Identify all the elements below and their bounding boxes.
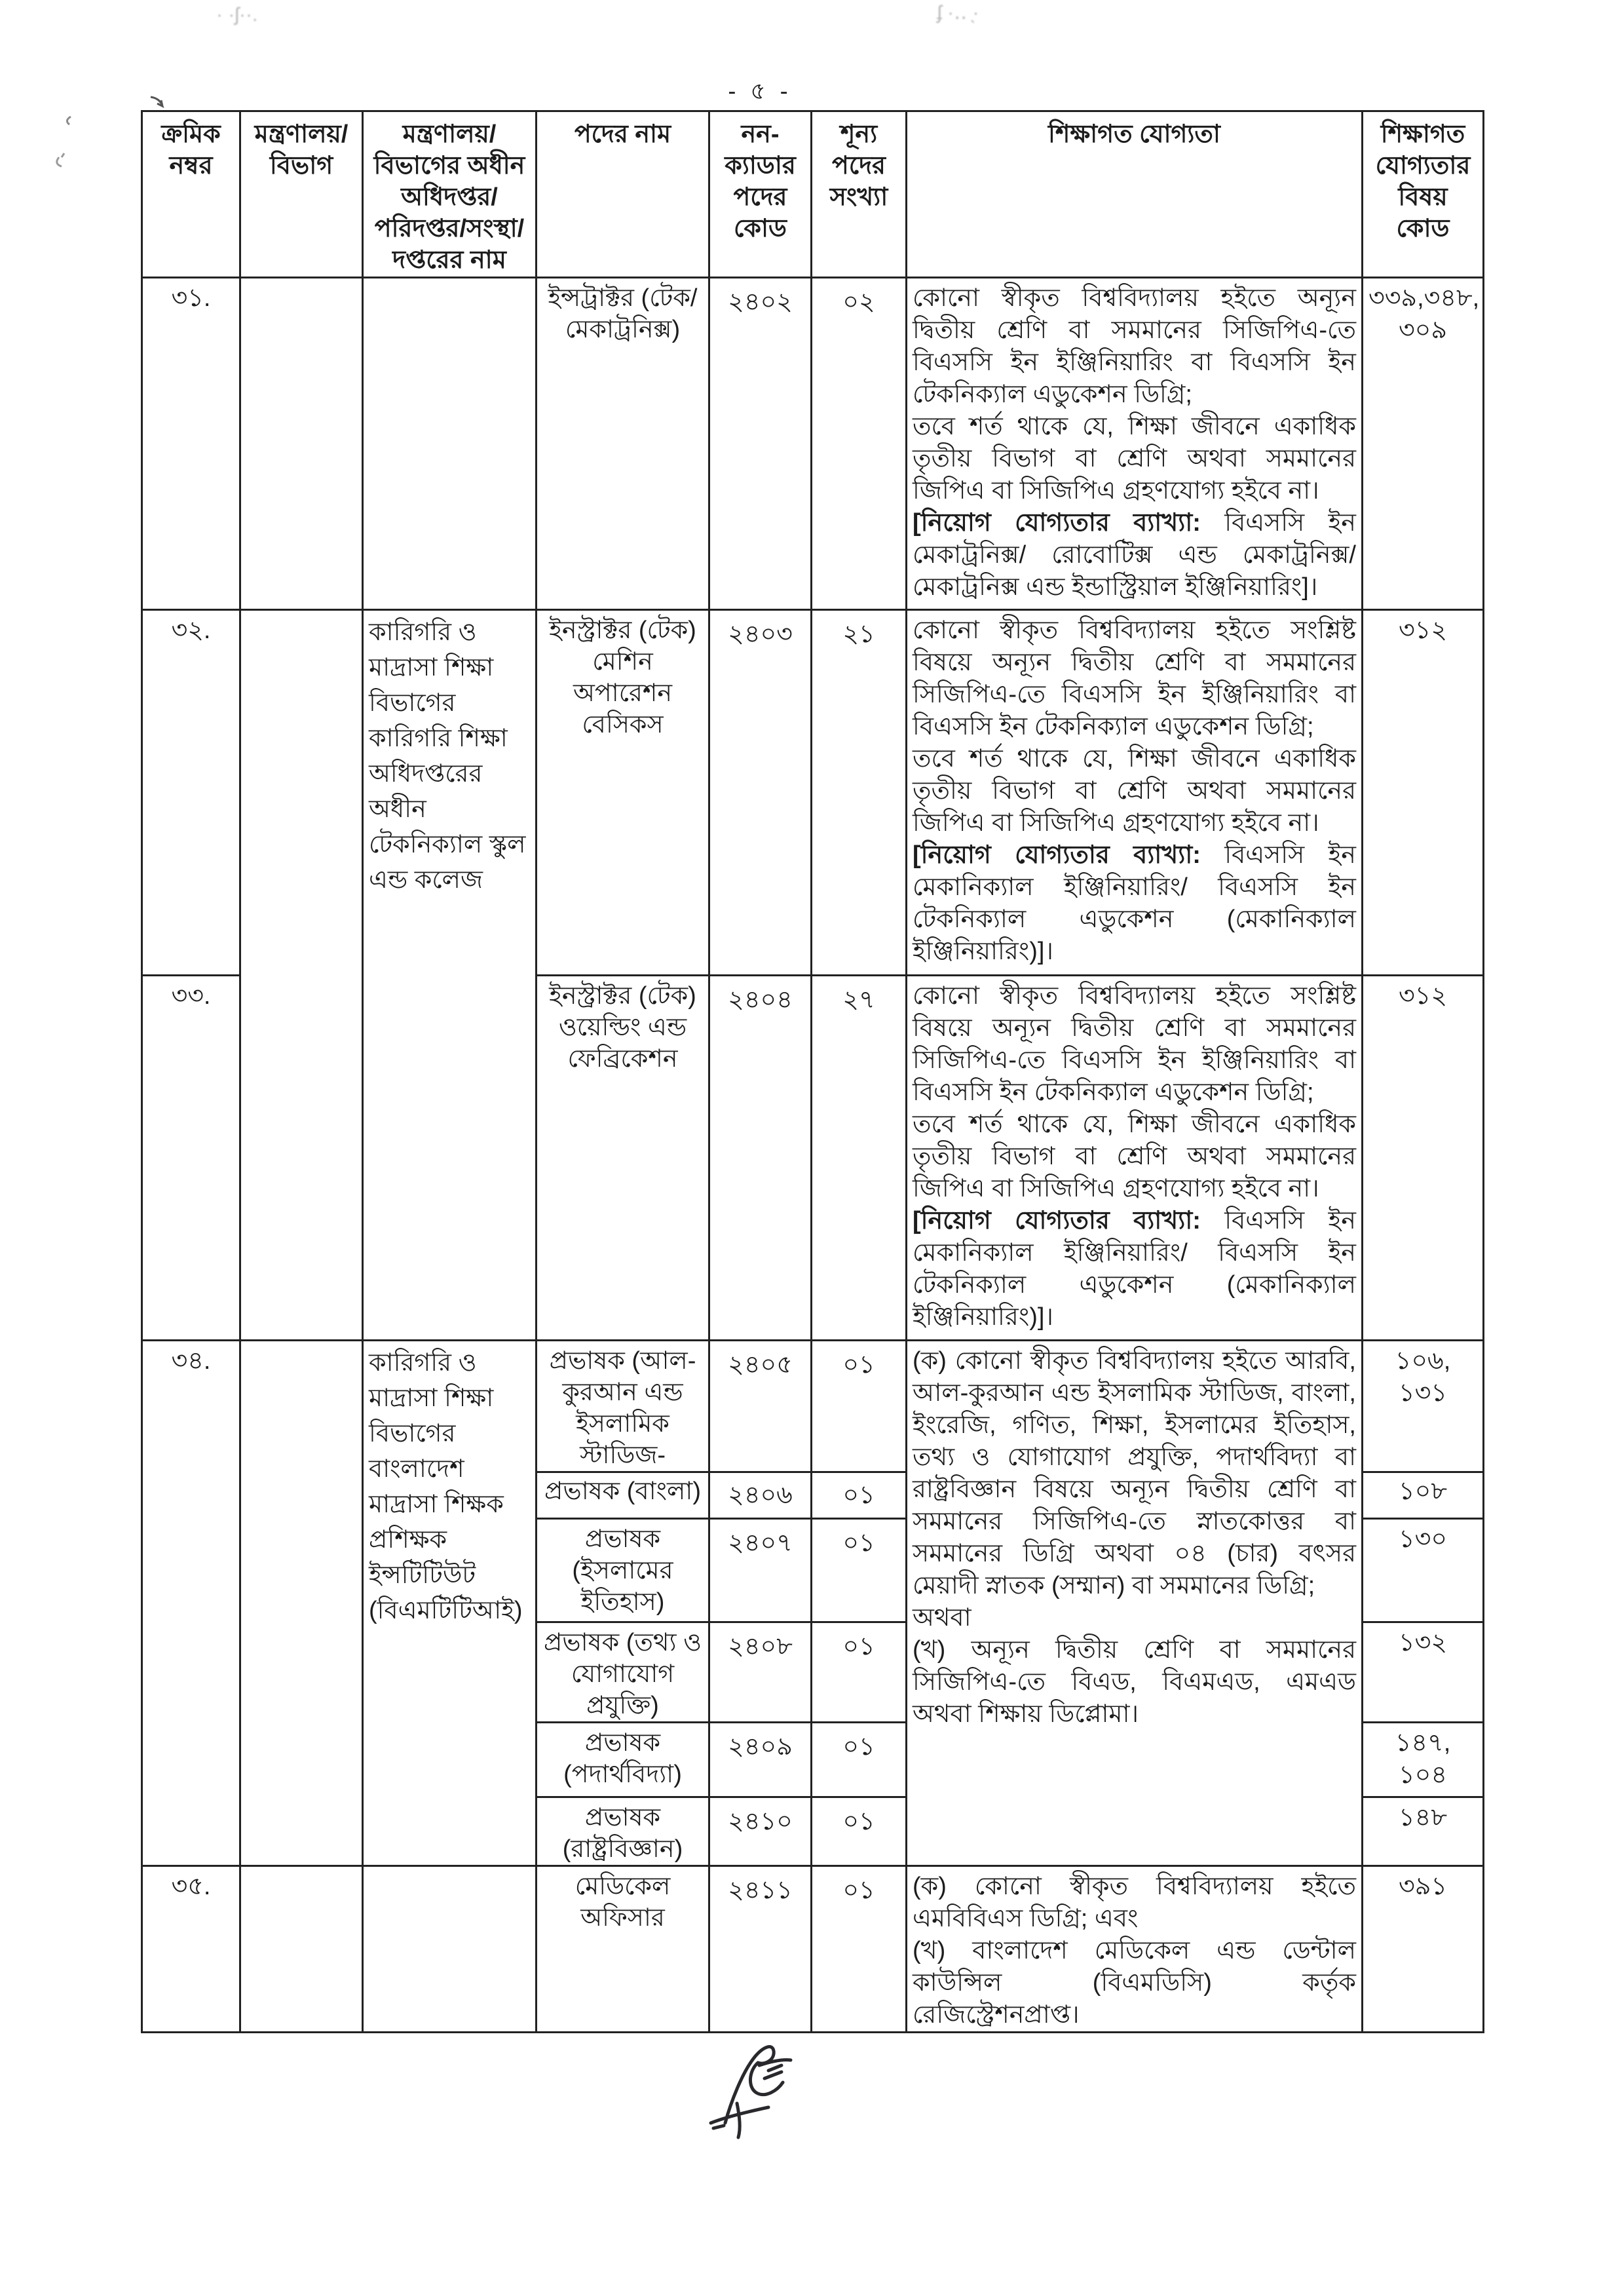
row31-qual-main: কোনো স্বীকৃত বিশ্ববিদ্যালয় হইতে অন্যূন … <box>913 284 1356 505</box>
row31-department-cell <box>362 277 537 611</box>
header-subject-code: শিক্ষাগত যোগ্যতার বিষয় কোড <box>1361 110 1484 278</box>
row34-subrow0-code: ২৪০৫ <box>708 1339 812 1473</box>
row31-subject-code: ৩৩৯,৩৪৮, ৩০৯ <box>1361 277 1484 611</box>
row34-subrow0-subject-code: ১০৬, ১৩১ <box>1361 1339 1484 1473</box>
row33-vacant: ২৭ <box>810 974 907 1341</box>
row34-serial: ৩৪. <box>141 1339 241 1867</box>
row34-subrow1-vacant: ০১ <box>810 1471 907 1520</box>
row31-serial: ৩১. <box>141 277 241 611</box>
row33-qualification: কোনো স্বীকৃত বিশ্ববিদ্যালয় হইতে সংশ্লিষ… <box>905 974 1363 1341</box>
row33-qual-note-rest: বিএসসি ইন মেকানিক্যাল ইঞ্জিনিয়ারিং/ বিএ… <box>913 1207 1356 1331</box>
row31-post: ইন্সট্রাক্টর (টেক/ মেকাট্রনিক্স) <box>535 277 710 611</box>
header-code: নন- ক্যাডার পদের কোড <box>708 110 812 278</box>
row32-code: ২৪০৩ <box>708 609 812 976</box>
header-vacant: শূন্য পদের সংখ্যা <box>810 110 907 278</box>
row34-subrow0-vacant: ০১ <box>810 1339 907 1473</box>
recruitment-table: ক্রমিক নম্বর মন্ত্রণালয়/ বিভাগ মন্ত্রণা… <box>141 110 1484 2033</box>
row35-serial: ৩৫. <box>141 1865 241 2033</box>
row34-subrow3-post: প্রভাষক (তথ্য ও যোগাযোগ প্রযুক্তি) <box>535 1621 710 1723</box>
table-row: প্রভাষক (তথ্য ও যোগাযোগ প্রযুক্তি) ২৪০৮ … <box>142 1621 1484 1723</box>
row33-post: ইনস্ট্রাক্টর (টেক) ওয়েল্ডিং এন্ড ফেব্রি… <box>535 974 710 1341</box>
row31-qual-note-label: [নিয়োগ যোগ্যতার ব্যাখ্যা: <box>913 509 1201 537</box>
row34-subrow2-vacant: ০১ <box>810 1518 907 1623</box>
row34-subrow2-post: প্রভাষক (ইসলামের ইতিহাস) <box>535 1518 710 1623</box>
row33-subject-code: ৩১২ <box>1361 974 1484 1341</box>
table-row: প্রভাষক (বাংলা) ২৪০৬ ০১ ১০৮ <box>142 1471 1484 1520</box>
header-post: পদের নাম <box>535 110 710 278</box>
row32-qualification: কোনো স্বীকৃত বিশ্ববিদ্যালয় হইতে সংশ্লিষ… <box>905 609 1363 976</box>
row34-subrow3-vacant: ০১ <box>810 1621 907 1723</box>
row34-subrow3-subject-code: ১৩২ <box>1361 1621 1484 1723</box>
row33-serial: ৩৩. <box>141 974 241 1341</box>
table-header-row: ক্রমিক নম্বর মন্ত্রণালয়/ বিভাগ মন্ত্রণা… <box>141 110 1484 278</box>
row34-subrow5-post: প্রভাষক (রাষ্ট্রবিজ্ঞান) <box>535 1796 710 1867</box>
row34-subrow4-code: ২৪০৯ <box>708 1721 812 1798</box>
row35-subject-code: ৩৯১ <box>1361 1865 1484 2033</box>
table-row: প্রভাষক (রাষ্ট্রবিজ্ঞান) ২৪১০ ০১ ১৪৮ <box>142 1796 1484 1867</box>
row34-subrow4-post: প্রভাষক (পদার্থবিদ্যা) <box>535 1721 710 1798</box>
row31-vacant: ০২ <box>810 277 907 611</box>
scan-smudge-right: ʄ ·‥ ̖· <box>937 2 979 24</box>
row34-subrow2-subject-code: ১৩০ <box>1361 1518 1484 1623</box>
row35-qualification: (ক) কোনো স্বীকৃত বিশ্ববিদ্যালয় হইতে এমব… <box>905 1865 1363 2033</box>
row31-qualification: কোনো স্বীকৃত বিশ্ববিদ্যালয় হইতে অন্যূন … <box>905 277 1363 611</box>
row32-serial: ৩২. <box>141 609 241 976</box>
row35-code: ২৪১১ <box>708 1865 812 2033</box>
row34-subrow5-code: ২৪১০ <box>708 1796 812 1867</box>
header-serial: ক্রমিক নম্বর <box>141 110 241 278</box>
row32-qual-note-rest: বিএসসি ইন মেকানিক্যাল ইঞ্জিনিয়ারিং/ বিএ… <box>913 841 1356 965</box>
row34-subrow1-subject-code: ১০৮ <box>1361 1471 1484 1520</box>
row33-qual-main: কোনো স্বীকৃত বিশ্ববিদ্যালয় হইতে সংশ্লিষ… <box>913 982 1356 1202</box>
row31-qual-note-rest: বিএসসি ইন মেকাট্রনিক্স/ রোবোটিক্স এন্ড ম… <box>913 509 1356 601</box>
signature-scribble <box>709 2045 793 2139</box>
row34-subrow4-subject-code: ১৪৭, ১০৪ <box>1361 1721 1484 1798</box>
row34-subrow1-code: ২৪০৬ <box>708 1471 812 1520</box>
header-qualification: শিক্ষাগত যোগ্যতা <box>905 110 1363 278</box>
row32-qual-main: কোনো স্বীকৃত বিশ্ববিদ্যালয় হইতে সংশ্লিষ… <box>913 617 1356 837</box>
margin-pen-mark <box>56 115 71 168</box>
scan-smudge-left: · ·ʃ··. <box>216 4 258 26</box>
row34-department: কারিগরি ও মাদ্রাসা শিক্ষা বিভাগের বাংলাদ… <box>362 1339 537 1867</box>
table-row: ৩৪. কারিগরি ও মাদ্রাসা শিক্ষা বিভাগের বা… <box>141 1339 1484 1867</box>
row34-subrow1-post: প্রভাষক (বাংলা) <box>535 1471 710 1520</box>
page-number: - ৫ - <box>728 77 792 104</box>
table-row: ৩২. কারিগরি ও মাদ্রাসা শিক্ষা বিভাগের কা… <box>141 609 1484 1341</box>
row34-subrow5-subject-code: ১৪৮ <box>1361 1796 1484 1867</box>
row34-subrow0-post: প্রভাষক (আল- কুরআন এন্ড ইসলামিক স্টাডিজ- <box>535 1339 710 1473</box>
row31-ministry-cell <box>239 277 364 611</box>
table-row: প্রভাষক (ইসলামের ইতিহাস) ২৪০৭ ০১ ১৩০ <box>142 1518 1484 1623</box>
header-department: মন্ত্রণালয়/ বিভাগের অধীন অধিদপ্তর/ পরিদ… <box>362 110 537 278</box>
row31-code: ২৪০২ <box>708 277 812 611</box>
row34-qualification: (ক) কোনো স্বীকৃত বিশ্ববিদ্যালয় হইতে আরব… <box>905 1339 1363 1867</box>
row32-ministry-cell <box>239 609 364 1341</box>
row35-post: মেডিকেল অফিসার <box>535 1865 710 2033</box>
row32-vacant: ২১ <box>810 609 907 976</box>
table-row: ৩১. ইন্সট্রাক্টর (টেক/ মেকাট্রনিক্স) ২৪০… <box>141 277 1484 611</box>
row32-qual-note-label: [নিয়োগ যোগ্যতার ব্যাখ্যা: <box>913 841 1201 869</box>
row34-subrow5-vacant: ০১ <box>810 1796 907 1867</box>
row32-subject-code: ৩১২ <box>1361 609 1484 976</box>
table-corner-pen-mark <box>150 96 164 108</box>
row34-subrow2-code: ২৪০৭ <box>708 1518 812 1623</box>
header-ministry: মন্ত্রণালয়/ বিভাগ <box>239 110 364 278</box>
row32-post: ইনস্ট্রাক্টর (টেক) মেশিন অপারেশন বেসিকস <box>535 609 710 976</box>
table-row: প্রভাষক (পদার্থবিদ্যা) ২৪০৯ ০১ ১৪৭, ১০৪ <box>142 1721 1484 1798</box>
table-row: ৩৫. মেডিকেল অফিসার ২৪১১ ০১ (ক) কোনো স্বী… <box>141 1865 1484 2033</box>
row32-department: কারিগরি ও মাদ্রাসা শিক্ষা বিভাগের কারিগর… <box>362 609 537 1341</box>
row34-subrow3-code: ২৪০৮ <box>708 1621 812 1723</box>
row35-department-cell <box>362 1865 537 2033</box>
row33-code: ২৪০৪ <box>708 974 812 1341</box>
row33-qual-note-label: [নিয়োগ যোগ্যতার ব্যাখ্যা: <box>913 1207 1201 1234</box>
row35-vacant: ০১ <box>810 1865 907 2033</box>
table-row: ৩৩. ইনস্ট্রাক্টর (টেক) ওয়েল্ডিং এন্ড ফে… <box>141 974 1484 1341</box>
row35-ministry-cell <box>239 1865 364 2033</box>
row34-ministry-cell <box>239 1339 364 1867</box>
row34-subrow4-vacant: ০১ <box>810 1721 907 1798</box>
